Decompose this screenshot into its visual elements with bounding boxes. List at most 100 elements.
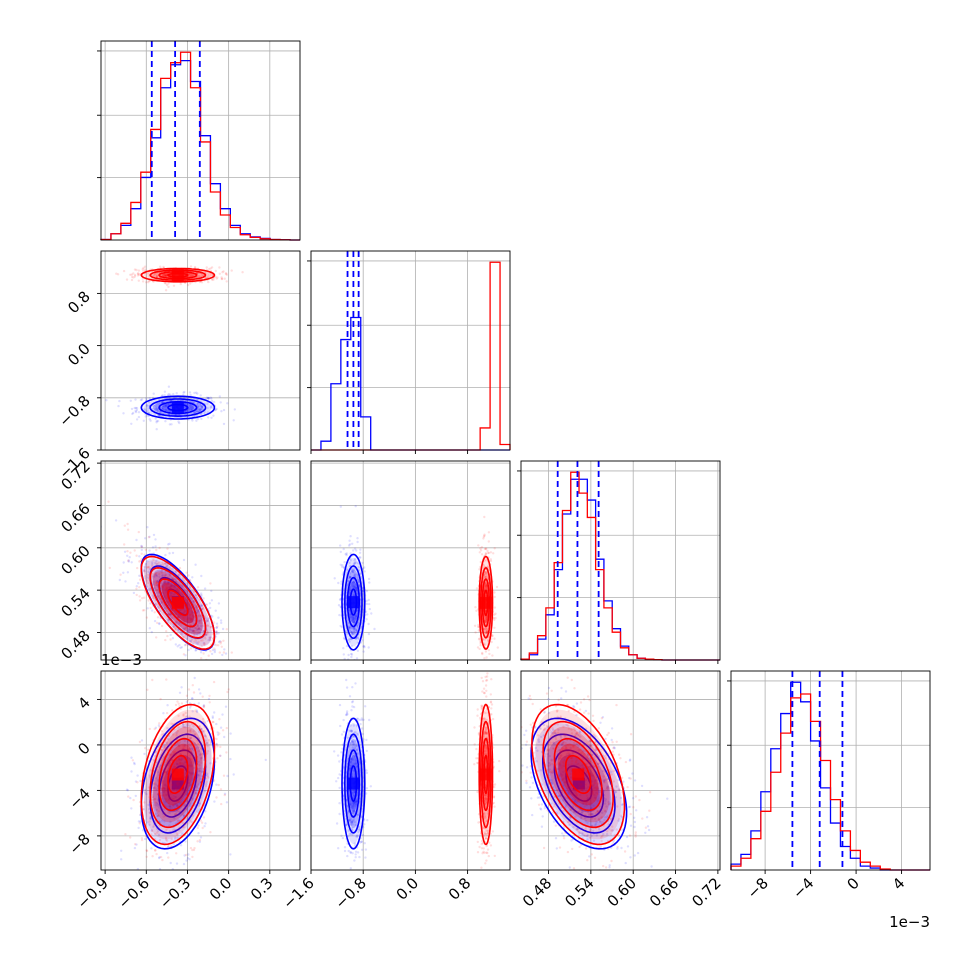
scatter-p1-p3-blue-point [365,739,367,741]
scatter-p1-p2-blue-point [349,661,351,663]
scatter-p0-p1-blue-point [169,423,171,425]
scatter-p0-p3-blue-point [198,688,200,690]
scatter-p0-p3-blue-point [150,847,152,849]
scatter-p0-p3-red-point [196,840,198,842]
scatter-p1-p2 [311,461,510,686]
scatter-p0-p1-red-point [190,265,192,267]
scatter-p0-p2-red-point [223,651,225,653]
scatter-p1-p2-blue-point [342,647,344,649]
scatter-p0-p2-red-point [138,586,140,588]
scatter-p0-p3-red-point [201,822,203,824]
scatter-p0-p2-red-point [135,555,137,557]
scatter-p1-p2-blue-point [368,646,370,648]
scatter-p0-p2-red-point [185,572,187,574]
scatter-p0-p2-red-point [156,622,158,624]
scatter-p0-p2-red-point [209,582,211,584]
scatter-p1-p2-red-point [488,540,490,542]
scatter-p0-p1-blue-point [117,405,119,407]
scatter-p0-p3-blue-point [144,838,146,840]
scatter-p0-p2-blue-point [138,555,140,557]
scatter-p1-p3-blue-point [338,813,340,815]
scatter-p1-p3-red-point [491,703,493,705]
scatter-p0-p1-red-point [123,270,125,272]
scatter-p0-p2-red-point [138,531,140,533]
scatter-p1-p3-red-point [476,791,478,793]
scatter-p0-p3-red-point [132,759,134,761]
scatter-p0-p3-red-point [147,749,149,751]
scatter-p1-p2-blue-point [370,612,372,614]
scatter-p0-p2-red-point [139,579,141,581]
scatter-p0-p3-blue-point [120,858,122,860]
scatter-p0-p1-blue-point [138,411,140,413]
scatter-p1-p2-blue-core [347,596,359,608]
scatter-p0-p3-blue-point [226,775,228,777]
scatter-p0-p1-blue-point [153,393,155,395]
scatter-p0-p3-blue-point [194,677,196,679]
scatter-p1-p2-red-point [493,638,495,640]
scatter-p1-p2-blue-point [348,540,350,542]
scatter-p0-p3-blue-point [229,732,231,734]
scatter-p1-p3-blue-point [353,872,355,874]
scatter-p1-p3-blue-point [354,682,356,684]
scatter-p1-p2-blue-point [334,577,336,579]
scatter-p0-p3-red-point [136,781,138,783]
scatter-p1-p3-blue-point [360,841,362,843]
scatter-p0-p3-blue-point [130,757,132,759]
scatter-p0-p2-red-point [158,547,160,549]
scatter-p0-p2-blue-point [191,576,193,578]
scatter-p0-p1-blue-point [189,391,191,393]
scatter-p0-p3-red-point [166,839,168,841]
scatter-p1-p2-red-point [491,635,493,637]
scatter-p0-p2-red-point [212,665,214,667]
scatter-p0-p3-blue-point [226,801,228,803]
scatter-p0-p3-blue-point [143,753,145,755]
scatter-p0-p2-blue-point [168,552,170,554]
scatter-p0-p3-red-point [213,681,215,683]
scatter-p0-p3-blue-point [133,762,135,764]
scatter-p1-p3-blue-point [351,705,353,707]
scatter-p0-p2-red-point [190,647,192,649]
scatter-p0-p1-red-point [145,281,147,283]
scatter-p1-p2-red-point [477,626,479,628]
scatter-p0-p2-red-point [127,560,129,562]
scatter-p0-p1-red-point [215,270,217,272]
scatter-p0-p3-blue-point [200,836,202,838]
scatter-p0-p3-red-point [224,794,226,796]
scatter-p0-p2-blue-point [154,620,156,622]
scatter-p0-p1-blue-point [212,415,214,417]
scatter-p0-p2-blue-point [223,648,225,650]
scatter-p0-p3-blue-point [184,840,186,842]
scatter-p1-p2-blue-point [366,590,368,592]
scatter-p0-p3-blue-point [185,859,187,861]
scatter-p1-p2-red-point [477,544,479,546]
scatter-p0-p1-blue-point [118,400,120,402]
scatter-p0-p3-red-point [155,853,157,855]
scatter-p0-p3-blue-point [265,759,267,761]
scatter-p1-p3-blue-point [366,819,368,821]
scatter-p0-p1-red-point [142,268,144,270]
scatter-p0-p3-red-point [215,796,217,798]
scatter-p1-p2-red-point [481,546,483,548]
scatter-p1-p3-blue-point [353,906,355,908]
hist-p2 [517,461,720,660]
scatter-p0-p2-blue-point [115,519,117,521]
scatter-p0-p1-blue-point [105,399,107,401]
scatter-p0-p3-red-point [129,836,131,838]
scatter-p1-p2-blue-point [357,650,359,652]
scatter-p0-p2-red-point [141,546,143,548]
scatter-p1-p3-blue-point [341,733,343,735]
scatter-p1-p2-red-point [494,606,496,608]
scatter-p0-p3-red-point [209,831,211,833]
scatter-p1-p3-red-point [488,855,490,857]
scatter-p0-p1-red-point [189,282,191,284]
scatter-p1-p3-blue-point [344,846,346,848]
scatter-p0-p2-red-point [136,594,138,596]
scatter-p0-p2-red-point [221,646,223,648]
scatter-p1-p3-blue-point [338,802,340,804]
scatter-p0-p1-red-point [165,289,167,291]
scatter-p0-p1-red-point [142,280,144,282]
scatter-p0-p2-blue-point [170,634,172,636]
scatter-p0-p2-red-point [185,643,187,645]
scatter-p0-p1-blue-point [157,420,159,422]
scatter-p0-p3-red-point [160,856,162,858]
